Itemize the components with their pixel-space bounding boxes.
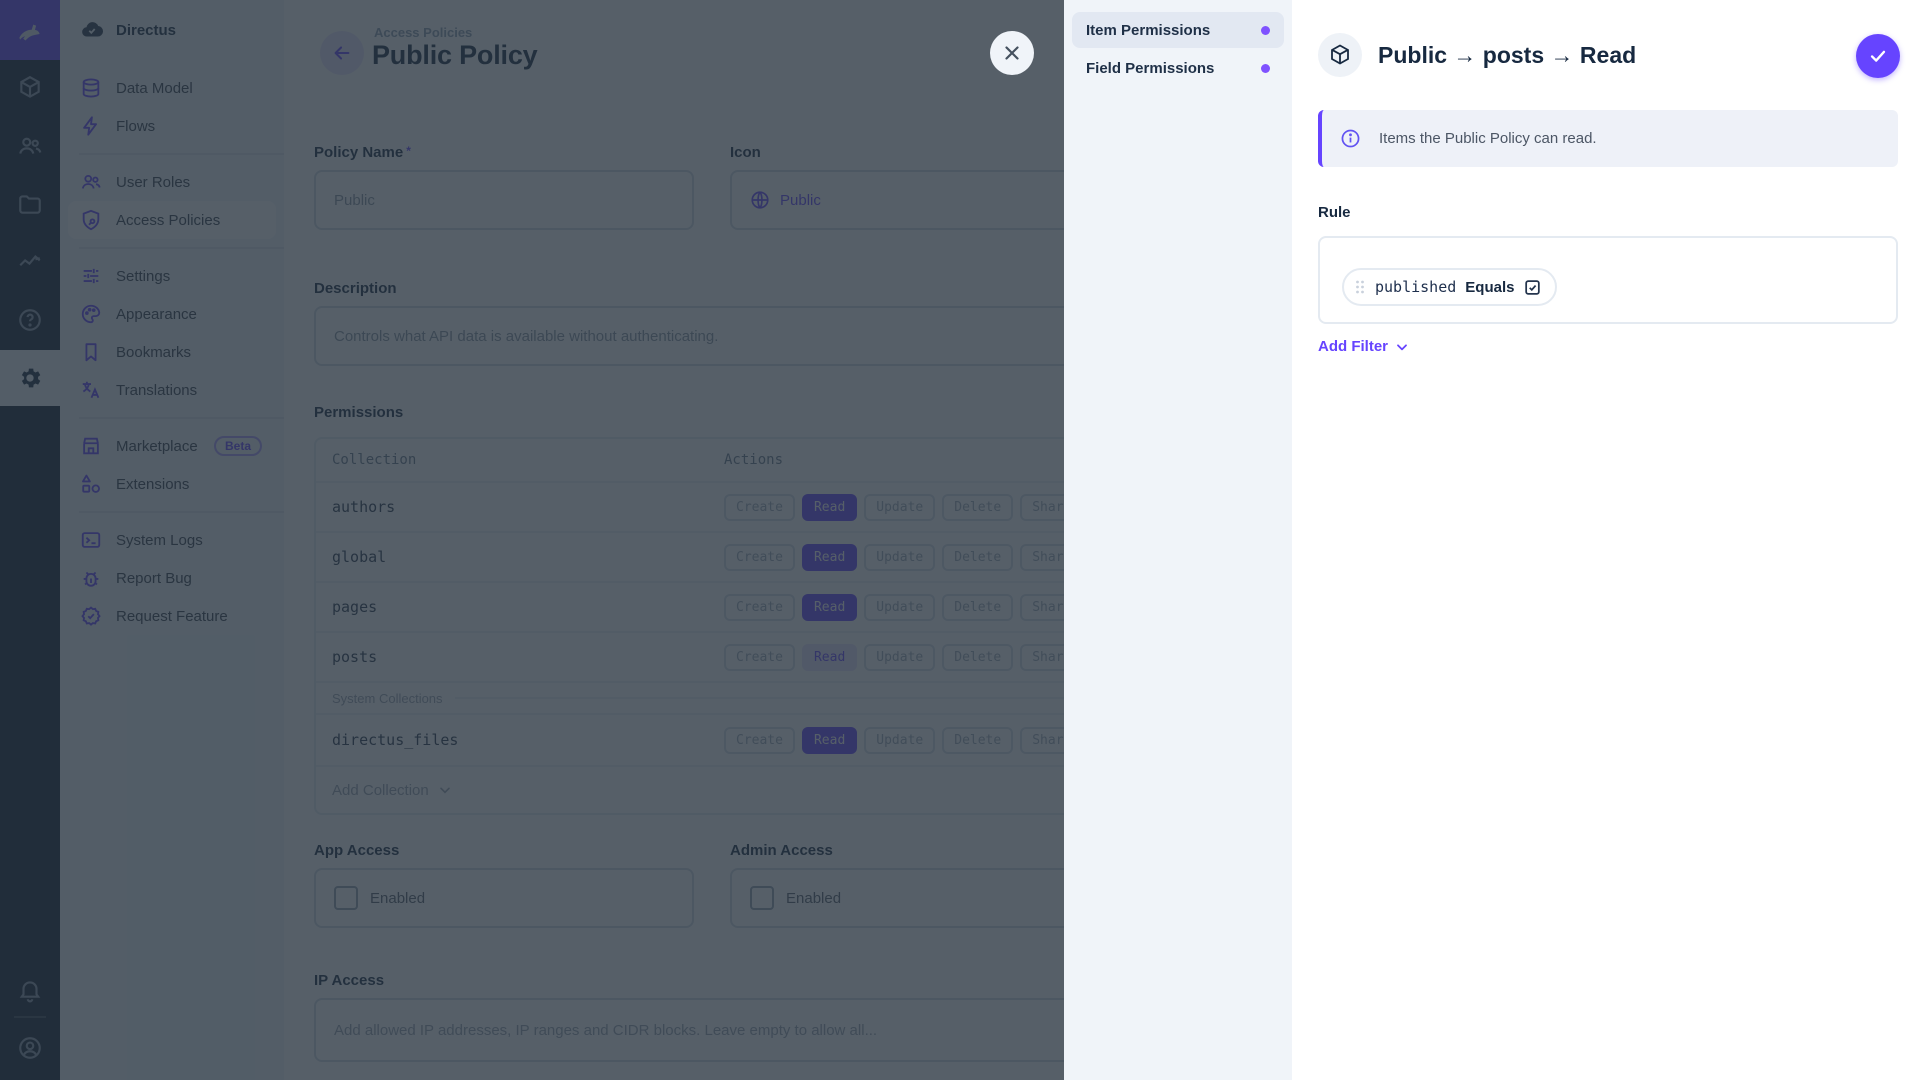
check-icon	[1867, 45, 1889, 67]
filter-field[interactable]: published	[1375, 278, 1457, 296]
drawer-overlay[interactable]	[0, 0, 1064, 1080]
tab-item-permissions[interactable]: Item Permissions	[1072, 12, 1284, 48]
info-icon	[1340, 128, 1361, 149]
cube-icon	[1318, 33, 1362, 77]
close-icon	[1001, 42, 1023, 64]
drawer-title: Public → posts → Read	[1378, 42, 1637, 68]
rule-indicator-dot	[1261, 63, 1270, 73]
save-button[interactable]	[1856, 34, 1900, 78]
close-drawer-button[interactable]	[990, 31, 1034, 75]
rule-indicator-dot	[1261, 25, 1270, 35]
checkbox-checked-icon[interactable]	[1523, 278, 1542, 297]
filter-operator[interactable]: Equals	[1465, 278, 1515, 296]
chevron-down-icon	[1394, 339, 1410, 355]
filter-pill[interactable]: published Equals	[1342, 268, 1558, 306]
info-banner-text: Items the Public Policy can read.	[1379, 130, 1597, 147]
permission-drawer: Public → posts → Read Items the Public P…	[1292, 0, 1920, 1080]
rule-box: published Equals	[1318, 236, 1898, 324]
rule-label: Rule	[1318, 204, 1351, 221]
add-filter-button[interactable]: Add Filter	[1318, 338, 1410, 355]
drag-handle-icon[interactable]	[1354, 279, 1366, 295]
info-banner: Items the Public Policy can read.	[1318, 110, 1898, 167]
tab-field-permissions[interactable]: Field Permissions	[1072, 50, 1284, 86]
drawer-sidebar: Item Permissions Field Permissions	[1064, 0, 1292, 1080]
